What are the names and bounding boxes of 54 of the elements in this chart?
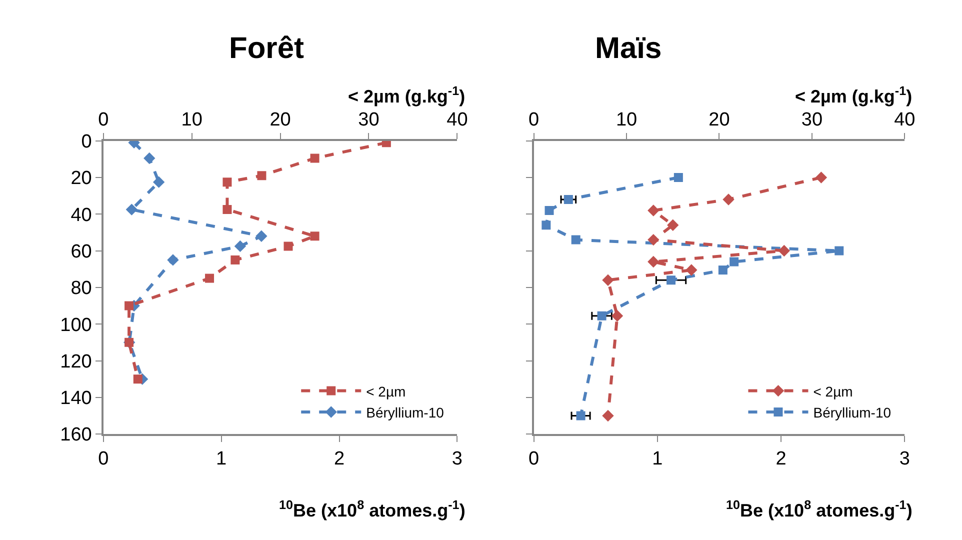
point [834, 246, 844, 256]
x-tick-label: 3 [899, 448, 910, 470]
x2-tick-label: 0 [528, 109, 540, 130]
y-tick-label: 160 [60, 424, 92, 446]
point [144, 152, 156, 164]
x-tick-label: 2 [776, 448, 786, 470]
x-tick-label: 2 [334, 448, 345, 470]
legend-label: < 2µm [366, 383, 406, 400]
x2-tick-label: 10 [181, 109, 202, 130]
x2-tick-label: 40 [894, 109, 916, 130]
x2-tick-label: 0 [98, 109, 109, 130]
x2-tick-label: 30 [358, 109, 380, 130]
x-tick-label: 1 [652, 448, 663, 470]
point [152, 176, 165, 188]
x-tick-label: 0 [528, 448, 540, 470]
point [256, 230, 268, 242]
y-tick-label: 140 [60, 388, 92, 410]
point [674, 172, 683, 182]
x2-axis-title: < 2µm (g.kg$^{-1}$) [348, 84, 466, 107]
y-tick-label: 80 [70, 278, 92, 300]
y-tick-label: 40 [70, 204, 92, 226]
x-tick-label: 3 [452, 448, 462, 470]
x-tick-label: 0 [98, 448, 109, 470]
legend-label: Béryllium-10 [366, 404, 444, 420]
x-axis-title: $^{10}$Be (x10$^{8}$ atomes.g$^{-1}$) [726, 498, 912, 521]
point [597, 311, 606, 320]
point [718, 266, 728, 275]
legend-label: Béryllium-10 [813, 404, 892, 420]
x-tick-label: 1 [216, 448, 227, 470]
y-tick-label: 60 [70, 241, 92, 262]
y-tick-label: 0 [81, 131, 92, 152]
point [542, 220, 551, 230]
point [167, 254, 179, 266]
y-tick-label: 100 [60, 314, 92, 336]
chart-title: Forêt [229, 32, 304, 65]
x-axis-title: $^{10}$Be (x10$^{8}$ atomes.g$^{-1}$) [279, 498, 466, 521]
x2-tick-label: 10 [616, 109, 638, 130]
x2-axis-title: < 2µm (g.kg$^{-1}$) [795, 84, 912, 107]
y-tick-label: 120 [60, 351, 92, 372]
point [576, 411, 586, 420]
x2-tick-label: 30 [801, 109, 823, 130]
point [544, 206, 554, 215]
point [730, 257, 739, 266]
point [126, 204, 138, 216]
x2-tick-label: 20 [270, 109, 291, 130]
point [571, 235, 580, 244]
x2-tick-label: 20 [708, 109, 730, 130]
chart-title: Maïs [595, 32, 662, 65]
x2-tick-label: 40 [446, 109, 468, 130]
y-tick-label: 20 [70, 168, 92, 190]
point [666, 276, 676, 285]
point [564, 194, 573, 204]
legend-label: < 2µm [813, 383, 853, 400]
point [234, 240, 246, 252]
